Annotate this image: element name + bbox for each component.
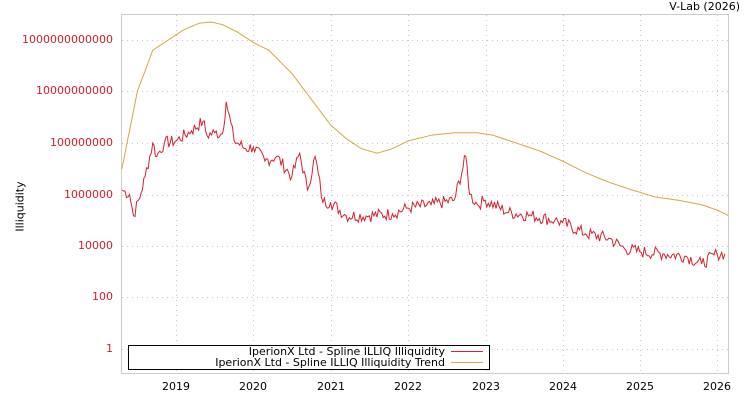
legend-label: IperionX Ltd - Spline ILLIQ Illiquidity <box>248 345 445 358</box>
x-tick-label: 2024 <box>549 380 577 393</box>
chart-legend: IperionX Ltd - Spline ILLIQ Illiquidity … <box>128 345 490 370</box>
x-tick-label: 2022 <box>394 380 422 393</box>
grid-lines <box>122 15 728 373</box>
x-tick-label: 2026 <box>703 380 731 393</box>
x-tick-label: 2021 <box>317 380 345 393</box>
legend-item-illiquidity: IperionX Ltd - Spline ILLIQ Illiquidity <box>249 346 483 358</box>
y-tick-label: 10000000000 <box>36 84 113 97</box>
illiquidity-series-line <box>121 101 726 269</box>
x-tick-label: 2019 <box>162 380 190 393</box>
legend-item-trend: IperionX Ltd - Spline ILLIQ Illiquidity … <box>215 357 483 369</box>
y-tick-label: 1000000000000 <box>22 33 113 46</box>
y-tick-label: 100000000 <box>50 136 113 149</box>
legend-swatch-gold <box>451 362 483 364</box>
y-tick-label: 100 <box>92 290 113 303</box>
x-tick-label: 2025 <box>626 380 654 393</box>
legend-label: IperionX Ltd - Spline ILLIQ Illiquidity … <box>215 356 445 369</box>
y-tick-label: 10000 <box>78 239 113 252</box>
x-tick-label: 2020 <box>239 380 267 393</box>
y-tick-label: 1 <box>106 342 113 355</box>
plot-frame <box>121 14 729 374</box>
y-tick-label: 1000000 <box>64 188 113 201</box>
legend-swatch-red <box>451 351 483 353</box>
chart-credit: V-Lab (2026) <box>669 0 740 13</box>
trend-series-line <box>121 21 729 217</box>
x-tick-label: 2023 <box>472 380 500 393</box>
